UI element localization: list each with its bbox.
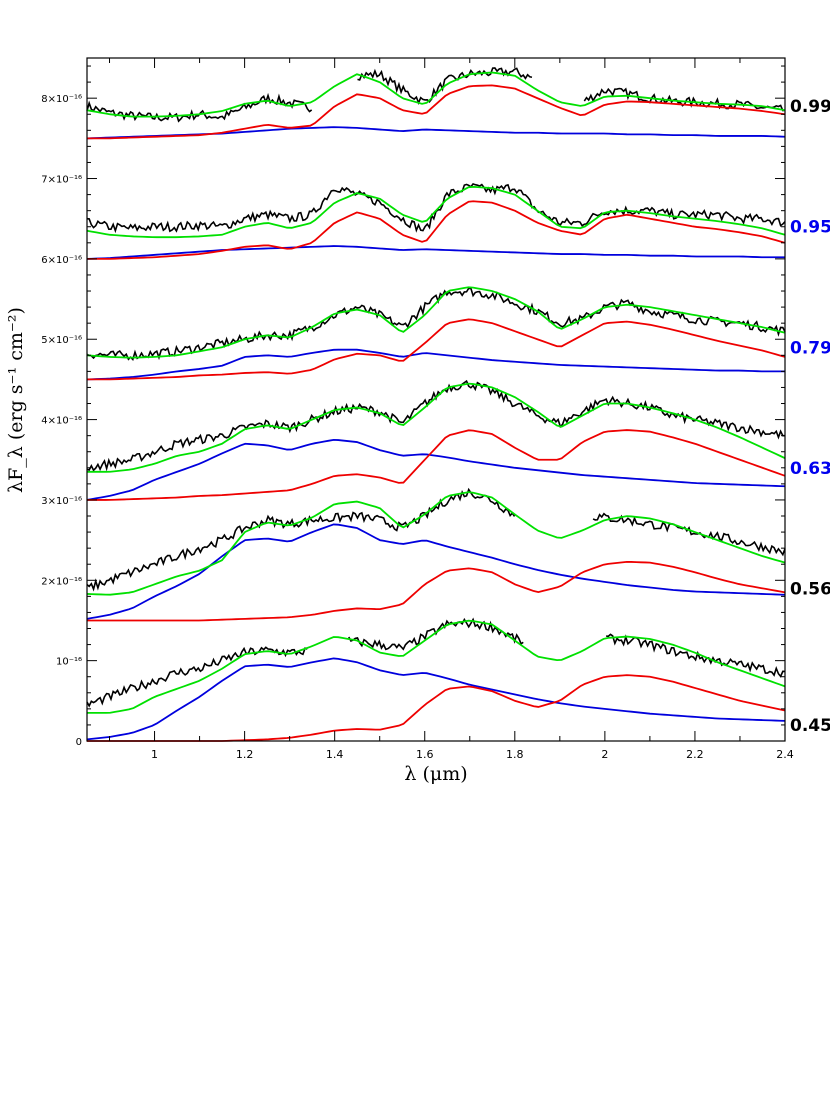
fraction-label: 0.79 (790, 338, 830, 358)
warm-component-line (86, 348, 785, 381)
panel-0.45 (86, 617, 786, 742)
warm-component-line (86, 438, 786, 501)
cool-component-line (87, 318, 786, 381)
cool-component-line (87, 674, 786, 742)
panel-0.56 (86, 487, 786, 622)
observed-spectrum-line (86, 287, 786, 361)
y-tick-label: 7×10⁻¹⁶ (41, 175, 82, 186)
observed-spectrum-line (86, 487, 786, 592)
y-tick-label: 8×10⁻¹⁶ (41, 94, 82, 105)
cool-component-line (87, 84, 786, 140)
observed-spectrum-line (86, 379, 786, 472)
total-model-line (86, 491, 786, 596)
total-model-line (87, 619, 786, 714)
fraction-label: 0.45 (790, 716, 830, 736)
x-tick-label: 1 (151, 748, 158, 761)
warm-component-line (86, 657, 786, 741)
series-layer (86, 67, 786, 742)
fraction-label: 0.63 (790, 459, 830, 479)
y-tick-label: 5×10⁻¹⁶ (41, 335, 82, 346)
y-tick-label: 3×10⁻¹⁶ (41, 496, 82, 507)
total-model-line (86, 185, 786, 239)
tick-layer: 1 1.2 1.4 1.6 1.8 2 2.2 2.4 0 10⁻¹⁶ 2×10⁻¹⁶ 3×10⁻¹⁶… (41, 58, 794, 761)
y-axis-label: λF_λ (erg s⁻¹ cm⁻²) (5, 307, 27, 493)
cool-component-line (87, 429, 786, 501)
warm-component-line (86, 245, 785, 260)
x-tick-label: 1.2 (236, 748, 254, 761)
fraction-label: 0.99 (790, 97, 830, 117)
x-tick-label: 2 (601, 748, 608, 761)
x-tick-label: 2.4 (776, 748, 794, 761)
cool-component-line (87, 200, 786, 260)
y-tick-label: 10⁻¹⁶ (56, 657, 82, 668)
total-model-line (86, 286, 786, 359)
y-tick-label: 6×10⁻¹⁶ (41, 255, 82, 266)
label-layer: 0.99 0.95 0.79 0.63 0.56 0.45 (790, 97, 830, 736)
panel-0.99 (86, 67, 786, 140)
y-tick-label: 0 (76, 737, 82, 748)
x-tick-label: 1.8 (506, 748, 524, 761)
x-tick-label: 1.6 (416, 748, 434, 761)
warm-component-line (86, 126, 786, 140)
total-model-line (87, 382, 786, 473)
total-model-line (86, 71, 786, 118)
plot-frame (86, 57, 786, 742)
fraction-label: 0.56 (790, 579, 830, 599)
x-axis-label: λ (μm) (404, 763, 467, 785)
warm-component-line (86, 523, 786, 620)
x-tick-label: 1.4 (326, 748, 344, 761)
cool-component-line (87, 560, 786, 622)
x-tick-label: 2.2 (686, 748, 704, 761)
panel-0.95 (86, 182, 786, 260)
fraction-label: 0.95 (790, 218, 830, 238)
panel-0.79 (86, 286, 786, 381)
panel-0.63 (86, 379, 786, 501)
y-tick-label: 4×10⁻¹⁶ (41, 416, 82, 427)
y-tick-label: 2×10⁻¹⁶ (41, 576, 82, 587)
